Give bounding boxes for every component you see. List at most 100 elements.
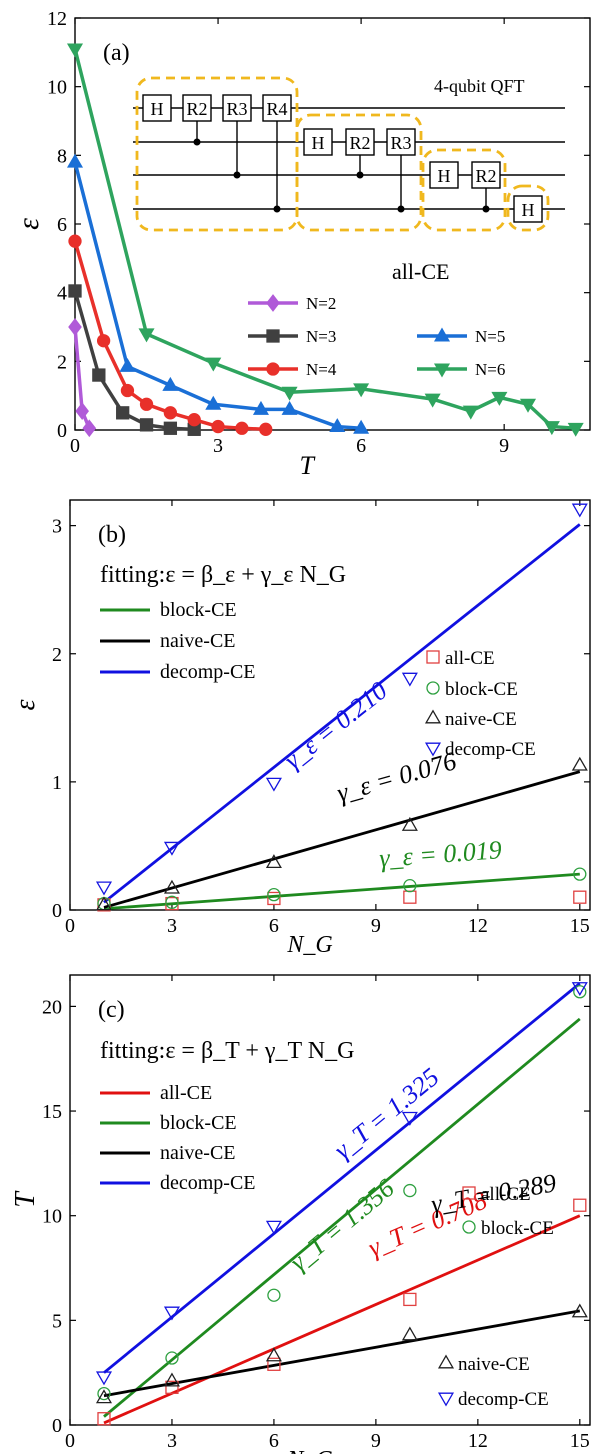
data-point: [401, 816, 418, 831]
data-point: [96, 334, 111, 348]
data-point: [401, 1111, 418, 1126]
x-axis-label: N_G: [286, 932, 332, 958]
x-tick-label: 0: [65, 915, 75, 937]
gate-label: H: [312, 133, 325, 153]
legend-label: all-CE: [481, 1184, 531, 1205]
series-line: [73, 290, 195, 432]
fit-slope-label: γ_ε = 0.210: [279, 676, 393, 775]
y-tick-label: 10: [47, 77, 67, 99]
series-N=5: [66, 153, 370, 434]
fit-line-naive-CE: [103, 1309, 581, 1398]
fit-legend-label: all-CE: [160, 1082, 212, 1104]
gate-box: [345, 128, 375, 156]
legend-label: N=4: [306, 360, 337, 379]
y-axis-label: T: [10, 1190, 41, 1208]
data-point: [329, 418, 346, 433]
y-tick-label: 3: [52, 516, 62, 538]
data-point: [119, 357, 136, 372]
fit-line-block-CE: [103, 1017, 581, 1418]
legend-label: naive-CE: [445, 709, 517, 730]
data-point: [567, 422, 584, 437]
series-block-CE: [97, 985, 587, 1401]
fit-legend-label: block-CE: [160, 599, 237, 621]
fit-legend-label: decomp-CE: [160, 661, 256, 683]
fit-legend-label: block-CE: [160, 1112, 237, 1134]
legend-marker: [424, 742, 442, 757]
y-tick-label: 0: [57, 420, 67, 442]
x-axis-label: N_G: [286, 1447, 332, 1454]
data-point: [571, 1303, 588, 1318]
data-point: [97, 1412, 111, 1426]
fit-legend-label: naive-CE: [160, 1142, 236, 1164]
data-point: [68, 318, 82, 336]
block-box-4: [506, 184, 550, 232]
panel-label: (a): [103, 40, 130, 66]
legend-marker: [437, 1392, 455, 1407]
data-point: [139, 418, 154, 432]
data-point: [252, 400, 269, 415]
x-tick-label: 15: [570, 915, 590, 937]
control-dot: [273, 205, 281, 213]
inset-title: 4-qubit QFT: [434, 76, 525, 96]
data-point: [163, 841, 180, 856]
data-point: [403, 1292, 417, 1307]
gate-box: [222, 94, 252, 122]
series-N=6: [66, 43, 584, 437]
gate-label: R2: [475, 166, 496, 186]
legend-marker: [462, 1220, 476, 1234]
data-point: [573, 985, 587, 999]
legend-label: decomp-CE: [458, 1389, 549, 1410]
data-point: [573, 890, 587, 904]
x-tick-label: 12: [468, 915, 488, 937]
y-tick-label: 0: [52, 1415, 62, 1437]
data-point: [66, 153, 84, 168]
gate-box: [429, 161, 459, 189]
gate-label: R2: [349, 133, 370, 153]
data-point: [571, 503, 588, 518]
data-point: [162, 376, 179, 391]
qft-circuit-inset: 4-qubit QFT H R2 R3 R4 H R2 R3 H R2 H: [133, 76, 565, 232]
data-point: [267, 887, 281, 902]
data-point: [571, 982, 588, 997]
x-tick-label: 0: [70, 435, 80, 457]
legend-marker: [433, 327, 451, 342]
fit-line-naive-CE: [103, 770, 581, 909]
legend-marker: [266, 329, 280, 343]
gate-label: R3: [226, 99, 247, 119]
data-point: [68, 234, 82, 248]
data-point: [353, 419, 370, 434]
legend-label: N=2: [306, 294, 336, 313]
legend-marker: [426, 681, 440, 695]
data-point: [267, 891, 281, 906]
data-point: [403, 1183, 417, 1198]
data-point: [165, 895, 179, 909]
data-point: [424, 393, 441, 408]
fit-title: fitting:ε = β_T + γ_T N_G: [100, 1038, 354, 1064]
y-tick-label: 8: [57, 145, 67, 167]
data-point: [267, 1357, 281, 1371]
legend-marker: [437, 1354, 455, 1369]
data-point: [573, 1198, 587, 1212]
data-point: [543, 421, 560, 436]
data-point: [401, 672, 418, 687]
series-decomp-CE: [95, 503, 588, 896]
x-axis-label: T: [300, 451, 316, 480]
gate-box: [471, 161, 501, 189]
data-point: [163, 879, 180, 894]
control-dot: [193, 138, 201, 146]
data-point: [491, 391, 508, 406]
control-dot: [233, 171, 241, 179]
data-point: [82, 419, 97, 438]
series-line: [73, 161, 362, 431]
data-point: [165, 1351, 179, 1365]
y-tick-label: 1: [52, 772, 62, 794]
series-decomp-CE: [95, 982, 588, 1386]
fit-slope-label: γ_T = 1.325: [328, 1062, 444, 1164]
annotation-all-ce: all-CE: [392, 259, 449, 284]
data-point: [120, 383, 135, 398]
legend: N=2 N=3 N=4 N=5 N=6: [248, 294, 505, 379]
legend-marker: [426, 650, 440, 664]
